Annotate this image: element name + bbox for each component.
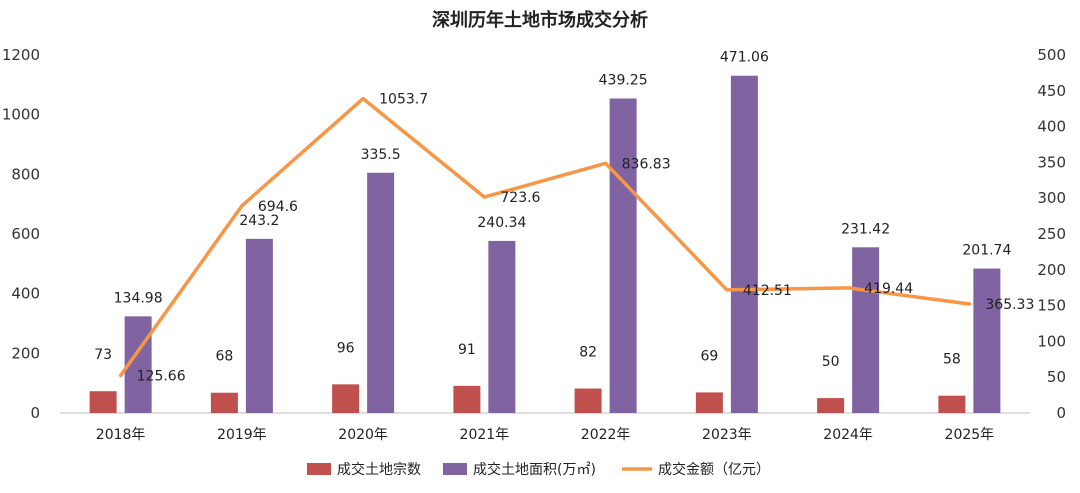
data-label-land-area: 243.2: [239, 213, 279, 229]
data-label-land-count: 69: [700, 348, 718, 364]
bar-land-count: [938, 395, 966, 413]
data-label-land-area: 240.34: [477, 215, 526, 231]
legend-label-land-area: 成交土地面积(万㎡): [473, 461, 596, 478]
bar-land-count: [574, 388, 602, 413]
data-label-land-count: 73: [94, 347, 112, 363]
bar-land-area: [852, 247, 880, 413]
category-label: 2019年: [217, 427, 267, 443]
data-label-land-area: 471.06: [720, 50, 769, 66]
legend-label-transaction-amount: 成交金额（亿元）: [658, 461, 770, 478]
data-label-transaction-amount: 723.6: [500, 190, 540, 206]
bar-land-count: [332, 384, 360, 413]
data-label-land-area: 201.74: [962, 243, 1011, 259]
category-label: 2021年: [460, 427, 510, 443]
right-axis-tick: 100: [1037, 332, 1066, 350]
left-axis-tick: 600: [11, 225, 40, 243]
bar-land-area: [730, 75, 758, 413]
right-axis-tick: 400: [1037, 118, 1066, 136]
category-label: 2020年: [338, 427, 388, 443]
bar-layer: [89, 75, 1001, 413]
right-axis-tick: 50: [1047, 368, 1066, 386]
legend-swatch-land-count: [307, 463, 331, 475]
right-axis-tick: 200: [1037, 261, 1066, 279]
data-label-land-area: 134.98: [114, 290, 163, 306]
left-axis-tick: 200: [11, 344, 40, 362]
line-transaction-amount: [118, 96, 972, 378]
data-label-land-count: 50: [822, 354, 840, 370]
left-axis-tick: 1000: [2, 106, 40, 124]
right-axis-tick: 0: [1056, 404, 1066, 422]
bar-land-count: [695, 392, 723, 413]
right-axis-tick: 150: [1037, 297, 1066, 315]
data-label-transaction-amount: 694.6: [258, 199, 298, 215]
bar-land-count: [817, 398, 845, 413]
right-axis-tick: 250: [1037, 225, 1066, 243]
right-axis-tick: 450: [1037, 82, 1066, 100]
bar-land-area: [609, 98, 637, 413]
data-label-transaction-amount: 1053.7: [379, 92, 428, 108]
bar-land-area: [245, 238, 273, 413]
left-axis-tick: 400: [11, 285, 40, 303]
data-label-transaction-amount: 412.51: [743, 283, 792, 299]
legend: 成交土地宗数 成交土地面积(万㎡) 成交金额（亿元）: [307, 461, 770, 478]
legend-swatch-land-area: [443, 463, 467, 475]
data-label-land-count: 96: [337, 340, 355, 356]
data-label-transaction-amount: 419.44: [864, 281, 913, 297]
category-label: 2023年: [702, 427, 752, 443]
data-label-land-area: 231.42: [841, 221, 890, 237]
data-label-transaction-amount: 365.33: [985, 297, 1034, 313]
data-label-transaction-amount: 836.83: [622, 156, 671, 172]
category-label: 2022年: [581, 427, 631, 443]
category-label: 2024年: [823, 427, 873, 443]
right-axis-tick: 500: [1037, 46, 1066, 64]
data-label-land-area: 335.5: [361, 147, 401, 163]
left-axis-tick: 1200: [2, 46, 40, 64]
bar-land-count: [453, 385, 481, 413]
left-axis: 0 200 400 600 800 1000 1200: [2, 46, 40, 422]
data-label-land-count: 68: [215, 349, 233, 365]
bar-land-count: [89, 391, 117, 413]
category-label: 2025年: [945, 427, 995, 443]
data-label-land-count: 58: [943, 352, 961, 368]
right-axis-tick: 350: [1037, 153, 1066, 171]
data-label-land-area: 439.25: [599, 72, 648, 88]
line-layer: [118, 96, 972, 378]
bar-land-area: [973, 268, 1001, 413]
left-axis-tick: 0: [30, 404, 40, 422]
bar-land-area: [367, 172, 395, 413]
bar-land-area: [488, 240, 516, 413]
data-label-land-count: 91: [458, 342, 476, 358]
chart-title: 深圳历年土地市场成交分析: [432, 9, 648, 31]
category-label: 2018年: [96, 427, 146, 443]
left-axis-tick: 800: [11, 165, 40, 183]
right-axis-tick: 300: [1037, 189, 1066, 207]
category-axis: 2018年 2019年 2020年 2021年 2022年 2023年 2024年 2025年: [96, 427, 994, 443]
data-label-land-count: 82: [579, 345, 597, 361]
data-labels: 73 134.98 68 243.2 96 335.5 91 240.34 82 439.25 69…: [94, 50, 1034, 385]
right-axis: 0 50 100 150 200 250 300 350 400 450 500: [1037, 46, 1066, 422]
data-label-transaction-amount: 125.66: [137, 369, 186, 385]
legend-label-land-count: 成交土地宗数: [337, 461, 421, 478]
bar-land-count: [210, 392, 238, 413]
